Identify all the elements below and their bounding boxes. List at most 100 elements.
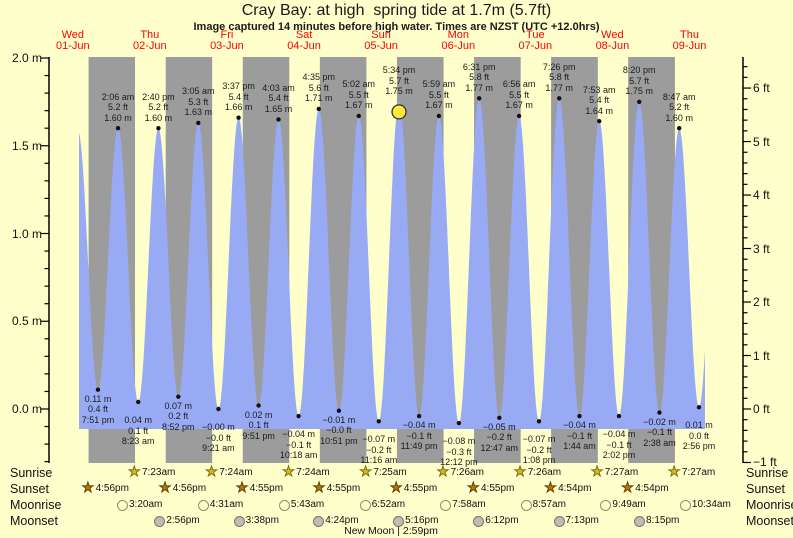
low-tide-label-line: 11:16 am <box>360 455 398 466</box>
day-weekday: Sun <box>371 29 391 41</box>
high-tide-label: 3:37 pm 5.4 ft 1.66 m <box>204 81 274 113</box>
low-tide-label: −0.07 m −0.2 ft 11:16 am <box>344 434 414 466</box>
day-header: Fri 03-Jun <box>189 30 265 52</box>
moonrise-time: 6:52am <box>371 499 406 510</box>
sunrise-time: 7:23am <box>142 467 176 478</box>
high-tide-label: 5:02 am 5.5 ft 1.67 m <box>324 79 394 111</box>
high-tide-label-line: 5.8 ft <box>469 72 490 83</box>
sunrise-star: ★ <box>205 463 218 479</box>
low-tide-label-line: 0.1 ft <box>128 425 149 436</box>
high-tide-label-line: 1.75 m <box>625 86 653 97</box>
moonset-time: 7:13pm <box>565 515 599 526</box>
high-tide-label: 6:31 pm 5.8 ft 1.77 m <box>444 62 514 94</box>
high-tide-label-line: 1.66 m <box>224 102 253 113</box>
astro-row-label-left: Moonrise <box>10 498 62 512</box>
low-tide-label: −0.04 m −0.1 ft 11:49 pm <box>384 420 454 452</box>
sunset-time: 4:55pm <box>403 483 438 494</box>
day-date: 02-Jun <box>132 40 167 52</box>
low-tide-label: −0.02 m −0.1 ft 2:38 am <box>625 417 695 449</box>
sunset-time: 4:55pm <box>481 483 515 494</box>
low-tide-label-line: −0.2 ft <box>366 444 392 455</box>
high-tide-dot <box>557 96 562 101</box>
low-tide-label-line: −0.04 m <box>402 420 436 430</box>
day-date: 09-Jun <box>672 40 707 52</box>
high-tide-label: 5:59 am 5.5 ft 1.67 m <box>404 79 474 111</box>
low-tide-label-line: 2:56 pm <box>682 441 716 452</box>
low-tide-label-line: 10:51 pm <box>320 435 358 446</box>
sunrise-time: 7:25am <box>373 467 407 478</box>
high-tide-label-line: 1.67 m <box>505 100 533 111</box>
moonset-time: 2:56pm <box>166 515 200 526</box>
high-tide-label-line: 3:37 pm <box>222 81 255 92</box>
sunset-star: ★ <box>312 479 326 495</box>
high-tide-label: 2:40 pm 5.2 ft 1.60 m <box>123 92 193 124</box>
high-tide-label-line: 5.4 ft <box>589 95 610 106</box>
day-header: Wed 01-Jun <box>35 30 111 52</box>
high-tide-label: 6:56 am 5.5 ft 1.67 m <box>484 79 554 111</box>
low-tide-label-line: −0.1 ft <box>606 439 632 450</box>
moonset-time: 4:24pm <box>325 515 359 526</box>
high-tide-dot <box>196 120 201 126</box>
high-tide-label-line: 1.67 m <box>425 100 453 111</box>
low-tide-label-line: 11:49 pm <box>400 441 438 451</box>
day-weekday: Wed <box>61 29 84 41</box>
astro-row-label-right: Sunrise <box>746 466 789 480</box>
sunset-star: ★ <box>389 479 403 495</box>
low-tide-label: −0.04 m −0.1 ft 2:02 pm <box>584 429 654 461</box>
moonrise-time: 9:49am <box>612 499 646 510</box>
day-header: Thu 02-Jun <box>112 30 188 52</box>
low-tide-label-line: 8:23 am <box>121 436 155 446</box>
sunset-star: ★ <box>467 479 480 495</box>
moonset-circle <box>393 516 405 527</box>
high-tide-label-line: 1.75 m <box>385 86 413 97</box>
moonset-time: 5:16pm <box>405 515 439 526</box>
sunrise-star: ★ <box>128 463 141 479</box>
y-axis-label-ft: 2 ft <box>753 295 770 310</box>
sunset-star: ★ <box>235 479 249 495</box>
high-tide-label-line: 8:47 am <box>662 91 696 102</box>
high-tide-label-line: 5.4 ft <box>268 93 289 104</box>
low-tide-label-line: 10:18 am <box>279 450 318 460</box>
high-tide-label-line: 5:02 am <box>342 79 376 90</box>
sunrise-time: 7:24am <box>296 467 330 478</box>
high-tide-dot <box>236 115 241 120</box>
high-tide-label-line: 5.5 ft <box>428 89 449 100</box>
low-tide-label-line: −0.1 ft <box>406 430 432 441</box>
high-tide-label: 7:26 pm 5.8 ft 1.77 m <box>524 62 594 94</box>
low-tide-label-line: 0.4 ft <box>87 404 108 415</box>
low-tide-label-line: −0.3 ft <box>446 446 472 457</box>
low-tide-dot <box>577 413 582 419</box>
high-tide-dot <box>276 117 281 122</box>
high-tide-label: 2:06 am 5.2 ft 1.60 m <box>83 92 153 124</box>
sunrise-star: ★ <box>282 463 295 479</box>
low-tide-label-line: 2:02 pm <box>602 450 636 460</box>
sunset-time: 4:55pm <box>249 483 284 494</box>
moonrise-time: 5:43am <box>290 499 325 510</box>
high-tide-label-line: 6:56 am <box>502 79 536 90</box>
high-tide-label-line: 2:06 am <box>101 91 135 102</box>
high-tide-dot <box>597 118 602 124</box>
low-tide-label-line: 9:51 pm <box>242 430 275 441</box>
sunset-star: ★ <box>621 479 634 495</box>
sunset-time: 4:54pm <box>558 483 592 494</box>
y-axis-label-ft: 0 ft <box>753 402 770 416</box>
moonrise-time: 10:34am <box>691 499 731 510</box>
sunrise-time: 7:26am <box>450 467 484 478</box>
high-tide-label-line: 4:03 am <box>262 82 295 93</box>
high-tide-label-line: 1.63 m <box>184 107 213 118</box>
low-tide-dot <box>95 387 101 392</box>
high-tide-label-line: 1.64 m <box>585 105 613 116</box>
high-tide-label-line: 1.60 m <box>665 112 693 123</box>
high-tide-label-line: 1.65 m <box>264 103 293 114</box>
high-tide-label: 4:35 pm 5.6 ft 1.71 m <box>284 72 354 104</box>
y-axis-label-m: 1.0 m <box>11 226 42 241</box>
low-tide-label-line: −0.04 m <box>602 429 636 439</box>
high-tide-label-line: 4:35 pm <box>302 72 336 83</box>
day-weekday: Tue <box>526 29 545 41</box>
high-tide-label-line: 1.71 m <box>305 93 333 104</box>
page-title: Cray Bay: at high spring tide at 1.7m (5… <box>241 2 552 19</box>
low-tide-label-line: 0.01 m <box>685 420 713 431</box>
high-tide-label-line: 1.60 m <box>144 112 173 123</box>
day-date: 08-Jun <box>595 40 630 52</box>
